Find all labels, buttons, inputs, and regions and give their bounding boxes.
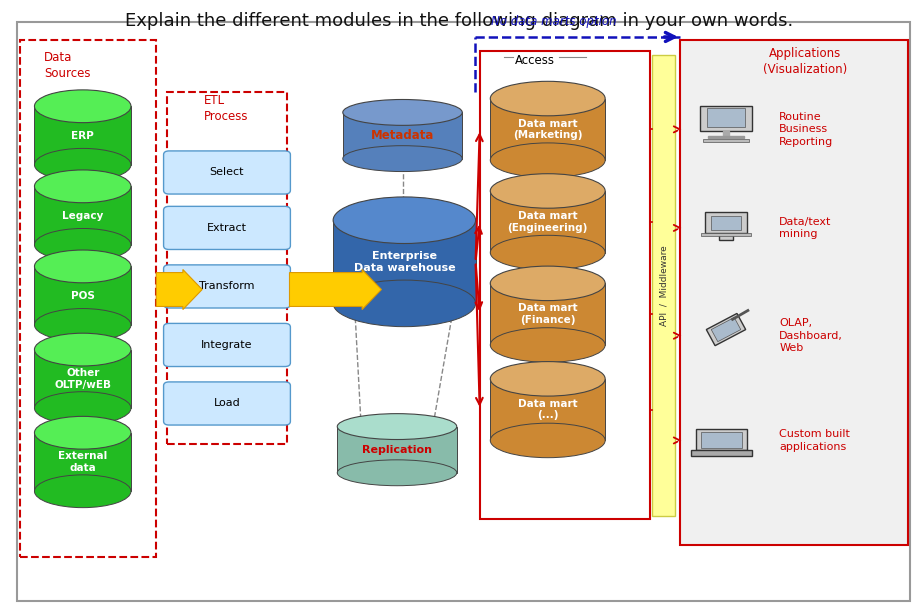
Ellipse shape [337,460,457,485]
Text: Data/text
mining: Data/text mining [779,217,832,239]
Bar [35,350,130,408]
FancyBboxPatch shape [680,40,908,545]
Ellipse shape [343,145,462,171]
Text: Replication: Replication [362,445,432,455]
Ellipse shape [35,148,130,181]
Polygon shape [711,317,741,342]
FancyBboxPatch shape [700,233,752,237]
Text: ERP: ERP [72,131,94,140]
Text: Metadata: Metadata [371,129,434,142]
Text: Data
Sources: Data Sources [44,51,91,79]
Ellipse shape [334,280,476,326]
Bar [35,106,130,164]
Bar [337,426,457,473]
Ellipse shape [35,90,130,123]
Text: Routine
Business
Reporting: Routine Business Reporting [779,112,834,147]
FancyBboxPatch shape [719,222,733,240]
FancyBboxPatch shape [164,151,290,194]
Text: No data marts option: No data marts option [491,15,617,28]
Bar [343,112,462,158]
FancyBboxPatch shape [164,206,290,249]
Ellipse shape [35,475,130,508]
Ellipse shape [35,309,130,341]
Ellipse shape [35,333,130,366]
Bar [491,379,605,440]
Ellipse shape [35,170,130,203]
Bar [333,221,476,304]
Text: Data mart
(Finance): Data mart (Finance) [518,303,577,325]
Ellipse shape [491,235,605,270]
Text: ETL
Process: ETL Process [204,94,248,123]
Ellipse shape [334,197,476,243]
Ellipse shape [35,392,130,424]
Text: Other
OLTP/wEB: Other OLTP/wEB [54,368,111,390]
FancyBboxPatch shape [696,429,747,450]
FancyArrow shape [289,270,381,309]
FancyBboxPatch shape [17,22,910,601]
Ellipse shape [491,423,605,458]
Text: Transform: Transform [199,282,255,291]
Text: Data mart
(Engineering): Data mart (Engineering) [507,211,588,233]
FancyBboxPatch shape [707,108,745,127]
FancyBboxPatch shape [164,265,290,308]
FancyBboxPatch shape [652,55,675,516]
FancyBboxPatch shape [705,213,747,233]
Ellipse shape [35,250,130,283]
FancyBboxPatch shape [164,323,290,367]
Ellipse shape [337,414,457,440]
Ellipse shape [491,174,605,208]
Bar [35,186,130,245]
Bar [35,432,130,492]
Text: Data mart
(...): Data mart (...) [518,399,577,421]
Text: Data mart
(Marketing): Data mart (Marketing) [513,118,583,140]
Text: OLAP,
Dashboard,
Web: OLAP, Dashboard, Web [779,318,844,353]
FancyBboxPatch shape [701,432,742,448]
Text: Enterprise
Data warehouse: Enterprise Data warehouse [354,251,455,273]
Text: Integrate: Integrate [201,340,253,350]
Bar [491,283,605,345]
Bar [708,136,744,138]
Text: External
data: External data [58,451,108,473]
Ellipse shape [35,229,130,261]
Ellipse shape [491,143,605,177]
Bar [35,266,130,325]
Text: API  /  Middleware: API / Middleware [659,245,668,326]
Text: Select: Select [210,168,244,177]
FancyBboxPatch shape [700,105,752,131]
Bar [491,191,605,253]
Text: Custom built
applications: Custom built applications [779,429,850,452]
Text: Applications
(Visualization): Applications (Visualization) [763,47,847,76]
Ellipse shape [35,416,130,449]
Ellipse shape [343,99,462,125]
Bar [491,99,605,160]
Ellipse shape [491,362,605,396]
FancyBboxPatch shape [703,139,749,142]
FancyBboxPatch shape [711,216,741,230]
Text: Explain the different modules in the following diagram in your own words.: Explain the different modules in the fol… [125,12,794,30]
FancyBboxPatch shape [690,450,753,456]
FancyBboxPatch shape [164,382,290,425]
FancyArrow shape [156,270,202,309]
Ellipse shape [491,266,605,301]
Text: Access: Access [515,54,555,67]
Text: Extract: Extract [207,223,247,233]
Polygon shape [707,314,745,346]
Bar [723,131,729,136]
Text: POS: POS [71,291,95,301]
Ellipse shape [491,328,605,362]
Text: Load: Load [213,399,241,408]
Text: Legacy: Legacy [62,211,104,221]
Ellipse shape [491,81,605,116]
